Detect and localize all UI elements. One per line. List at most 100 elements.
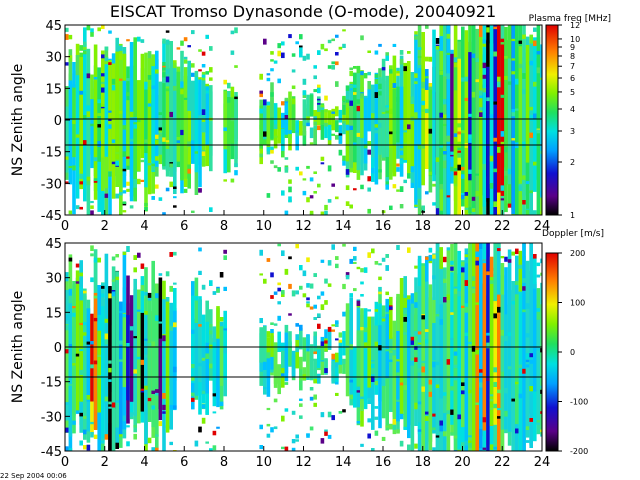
- bottom-x-tick-label: 24: [534, 455, 551, 470]
- bottom-heatmap-cell: [529, 359, 533, 364]
- bottom-heatmap-cell: [335, 320, 339, 324]
- bottom-heatmap-cell: [313, 336, 317, 348]
- bottom-heatmap-cell: [385, 254, 389, 258]
- top-heatmap-cell: [515, 108, 519, 111]
- bottom-heatmap-cell: [291, 290, 296, 297]
- top-heatmap-cell: [507, 203, 512, 208]
- bottom-heatmap-cell: [432, 275, 436, 280]
- top-heatmap-cell: [342, 155, 346, 161]
- top-heatmap-cell: [291, 85, 296, 89]
- bottom-heatmap-cell: [392, 419, 397, 425]
- bottom-heatmap-cell: [515, 381, 519, 385]
- bottom-heatmap-cell: [432, 323, 436, 433]
- top-heatmap-cell: [266, 73, 271, 76]
- top-heatmap-cell: [327, 199, 332, 203]
- top-heatmap-cell: [504, 146, 508, 153]
- top-heatmap-cell: [443, 114, 447, 120]
- bottom-heatmap-cell: [133, 369, 137, 374]
- top-heatmap-cell: [356, 73, 361, 171]
- bottom-heatmap-cell: [525, 260, 530, 438]
- top-heatmap-cell: [331, 133, 335, 136]
- top-heatmap-cell: [68, 80, 73, 185]
- bottom-heatmap-cell: [342, 243, 346, 247]
- bottom-heatmap-cell: [363, 342, 368, 349]
- bottom-heatmap-cell: [270, 329, 274, 334]
- top-heatmap-cell: [471, 91, 476, 98]
- bottom-heatmap-cell: [529, 418, 533, 422]
- top-heatmap-cell: [194, 76, 199, 173]
- top-heatmap-cell: [108, 62, 112, 65]
- top-heatmap-cell: [385, 55, 389, 61]
- top-heatmap-cell: [396, 130, 400, 134]
- top-heatmap-cell: [504, 170, 508, 176]
- bottom-heatmap-cell: [338, 340, 343, 365]
- bottom-heatmap-cell: [198, 430, 202, 433]
- bottom-heatmap-cell: [133, 336, 137, 339]
- bottom-heatmap-cell: [115, 254, 119, 258]
- top-heatmap-cell: [446, 73, 451, 80]
- top-heatmap-cell: [331, 61, 335, 64]
- top-heatmap-cell: [309, 94, 314, 117]
- bottom-heatmap-cell: [486, 332, 490, 336]
- bottom-heatmap-cell: [504, 256, 508, 262]
- bottom-heatmap-cell: [475, 302, 479, 305]
- bottom-heatmap-cell: [533, 288, 537, 392]
- top-heatmap-cell: [421, 109, 425, 112]
- top-heatmap-cell: [93, 178, 98, 181]
- bottom-heatmap-cell: [540, 389, 542, 394]
- bottom-heatmap-cell: [201, 404, 206, 409]
- top-x-tick-label: 4: [140, 219, 148, 234]
- top-heatmap-cell: [223, 127, 227, 132]
- top-heatmap-cell: [302, 99, 307, 126]
- top-heatmap-cell: [79, 55, 83, 190]
- bottom-heatmap-cell: [392, 349, 397, 356]
- bottom-x-tick-label: 10: [255, 455, 272, 470]
- bottom-heatmap-cell: [396, 372, 400, 376]
- bottom-heatmap-cell: [529, 243, 533, 448]
- top-heatmap-cell: [119, 192, 123, 196]
- bottom-heatmap-cell: [428, 247, 433, 253]
- bottom-heatmap-cell: [525, 333, 530, 338]
- top-heatmap-cell: [338, 46, 343, 50]
- top-heatmap-cell: [489, 155, 494, 162]
- bottom-heatmap-cell: [371, 361, 375, 364]
- top-heatmap-cell: [313, 75, 317, 80]
- bottom-heatmap-cell: [155, 392, 159, 396]
- bottom-heatmap-cell: [489, 394, 494, 397]
- bottom-heatmap-cell: [306, 283, 310, 288]
- top-heatmap-cell: [320, 104, 325, 109]
- bottom-heatmap-cell: [335, 263, 339, 269]
- top-heatmap-cell: [421, 100, 425, 106]
- top-heatmap-cell: [540, 150, 542, 154]
- top-heatmap-cell: [165, 88, 170, 92]
- top-heatmap-cell: [515, 25, 519, 215]
- top-heatmap-cell: [327, 39, 332, 44]
- top-heatmap-cell: [302, 190, 307, 196]
- bottom-y-tick-label: -45: [41, 445, 62, 460]
- top-colorbar-tick-label: 2: [570, 158, 575, 167]
- bottom-heatmap-cell: [461, 382, 465, 386]
- top-heatmap-cell: [435, 157, 440, 162]
- top-heatmap-cell: [155, 134, 159, 139]
- bottom-x-tick-label: 6: [180, 455, 188, 470]
- top-heatmap-cell: [277, 50, 281, 57]
- top-heatmap-cell: [363, 144, 368, 149]
- bottom-heatmap-cell: [72, 363, 76, 366]
- bottom-heatmap-cell: [173, 282, 177, 285]
- bottom-heatmap-cell: [425, 374, 429, 379]
- bottom-heatmap-cell: [65, 402, 69, 405]
- bottom-heatmap-cell: [115, 400, 119, 403]
- top-heatmap-cell: [155, 184, 159, 189]
- bottom-heatmap-cell: [281, 446, 285, 450]
- top-heatmap-cell: [104, 193, 109, 198]
- top-heatmap-cell: [439, 144, 443, 148]
- bottom-heatmap-cell: [115, 276, 119, 281]
- top-heatmap-cell: [342, 43, 346, 48]
- bottom-heatmap-cell: [421, 360, 425, 364]
- bottom-heatmap-cell: [356, 421, 361, 424]
- bottom-heatmap-cell: [313, 304, 317, 309]
- bottom-heatmap-cell: [266, 331, 271, 338]
- top-heatmap-cell: [183, 67, 188, 179]
- bottom-heatmap-cell: [410, 361, 415, 366]
- top-heatmap-cell: [407, 124, 411, 130]
